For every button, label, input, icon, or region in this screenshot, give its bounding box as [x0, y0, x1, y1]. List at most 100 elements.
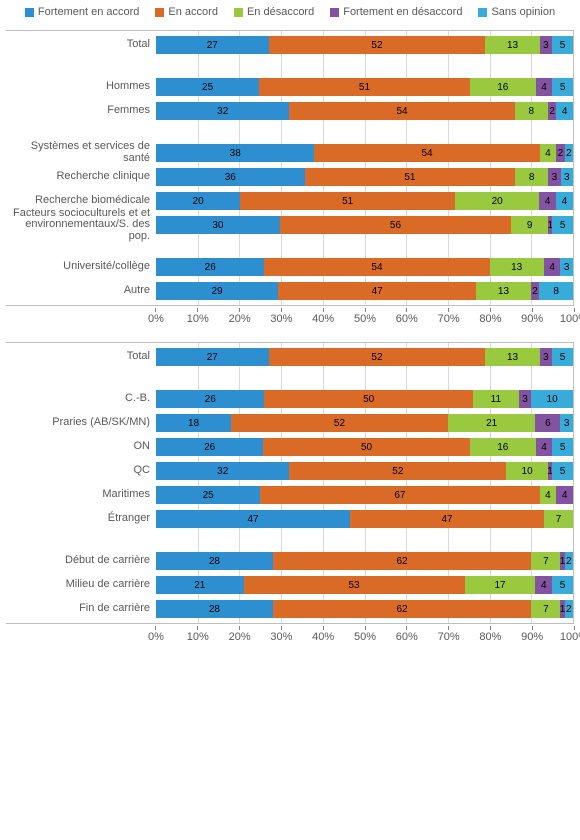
axis-tick-label: 80% [479, 313, 501, 325]
bar-segment: 17 [465, 576, 536, 594]
axis-tick: 0% [148, 308, 164, 325]
axis-tick: 20% [229, 626, 251, 643]
bar-segment: 4 [556, 102, 573, 120]
stacked-bar: 256744 [156, 486, 573, 504]
axis-tick: 30% [270, 308, 292, 325]
segment-value: 47 [372, 286, 383, 297]
segment-value: 4 [545, 490, 551, 501]
bar-segment: 38 [156, 144, 314, 162]
segment-value: 20 [193, 196, 204, 207]
segment-value: 62 [396, 604, 407, 615]
segment-value: 5 [560, 442, 566, 453]
bar-segment: 5 [552, 216, 573, 234]
bar-segment: 4 [535, 576, 552, 594]
stacked-bar: 27521335 [156, 348, 573, 366]
bar-segment: 5 [552, 438, 573, 456]
bar-segment: 5 [552, 576, 573, 594]
segment-value: 3 [564, 262, 570, 273]
axis-tick: 80% [479, 626, 501, 643]
bar-segment: 36 [156, 168, 305, 186]
legend: Fortement en accordEn accordEn désaccord… [6, 6, 574, 18]
bar-segment: 51 [259, 78, 470, 96]
segment-value: 2 [532, 286, 538, 297]
legend-item: En accord [155, 6, 218, 18]
axis-tick: 100% [560, 308, 580, 325]
row-label: Début de carrière [6, 555, 156, 567]
bar-segment: 16 [470, 438, 536, 456]
bar-segment: 13 [476, 282, 531, 300]
legend-swatch [155, 8, 164, 17]
axis-tick: 80% [479, 308, 501, 325]
bar-segment: 62 [273, 600, 532, 618]
bar-segment: 26 [156, 438, 263, 456]
row-label: Hommes [6, 81, 156, 93]
legend-label: Fortement en accord [38, 6, 140, 18]
chart-row: Praries (AB/SK/MN)18522163 [6, 413, 573, 433]
bar-segment: 3 [561, 168, 573, 186]
bar-segment: 67 [260, 486, 539, 504]
stacked-bar: 25511645 [156, 78, 573, 96]
chart-row: Fin de carrière2862712 [6, 599, 573, 619]
bar-segment: 5 [552, 462, 573, 480]
legend-swatch [330, 8, 339, 17]
segment-value: 53 [349, 580, 360, 591]
stacked-bar: 265011310 [156, 390, 573, 408]
row-label: Maritimes [6, 489, 156, 501]
bar-segment: 16 [470, 78, 536, 96]
chart-row: QC32521015 [6, 461, 573, 481]
bar-segment: 13 [485, 348, 539, 366]
chart-row: Étranger47477 [6, 509, 573, 529]
group-spacer [6, 59, 573, 73]
axis-tick: 50% [354, 626, 376, 643]
segment-value: 51 [342, 196, 353, 207]
bar-segment: 26 [156, 258, 264, 276]
stacked-bar: 18522163 [156, 414, 573, 432]
bar-segment: 28 [156, 600, 273, 618]
segment-value: 18 [188, 418, 199, 429]
bar-segment: 3 [540, 348, 553, 366]
row-label: Fin de carrière [6, 603, 156, 615]
segment-value: 8 [529, 106, 535, 117]
legend-item: Fortement en accord [25, 6, 140, 18]
chart-row: Hommes25511645 [6, 77, 573, 97]
segment-value: 20 [492, 196, 503, 207]
segment-value: 4 [541, 442, 547, 453]
segment-value: 5 [560, 40, 566, 51]
segment-value: 4 [562, 196, 568, 207]
row-label: Milieu de carrière [6, 579, 156, 591]
axis-tick-label: 60% [396, 313, 418, 325]
segment-value: 8 [529, 172, 535, 183]
legend-item: Sans opinion [478, 6, 555, 18]
axis-tick: 40% [312, 308, 334, 325]
chart-row: Autre29471328 [6, 281, 573, 301]
axis-tick: 20% [229, 308, 251, 325]
segment-value: 50 [361, 442, 372, 453]
segment-value: 62 [396, 556, 407, 567]
segment-value: 25 [203, 490, 214, 501]
segment-value: 67 [394, 490, 405, 501]
bar-segment: 8 [539, 282, 573, 300]
segment-value: 3 [543, 40, 549, 51]
bar-segment: 54 [264, 258, 489, 276]
segment-value: 4 [562, 106, 568, 117]
axis-tick-label: 100% [560, 631, 580, 643]
bar-segment: 2 [565, 144, 573, 162]
segment-value: 25 [202, 82, 213, 93]
segment-value: 10 [522, 466, 533, 477]
segment-value: 5 [560, 352, 566, 363]
stacked-bar: 3254824 [156, 102, 573, 120]
chart-row: Systèmes et services de santé3854422 [6, 143, 573, 163]
axis-tick-label: 30% [270, 313, 292, 325]
bar-segment: 5 [552, 348, 573, 366]
bar-segment: 2 [565, 600, 573, 618]
bar-segment: 10 [531, 390, 573, 408]
segment-value: 26 [205, 262, 216, 273]
bar-segment: 9 [511, 216, 548, 234]
axis-tick-label: 90% [521, 313, 543, 325]
x-axis: 0%10%20%30%40%50%60%70%80%90%100% [6, 308, 574, 324]
segment-value: 26 [205, 394, 216, 405]
bar-segment: 51 [240, 192, 455, 210]
segment-value: 50 [363, 394, 374, 405]
bar-segment: 11 [473, 390, 519, 408]
segment-value: 4 [545, 148, 551, 159]
